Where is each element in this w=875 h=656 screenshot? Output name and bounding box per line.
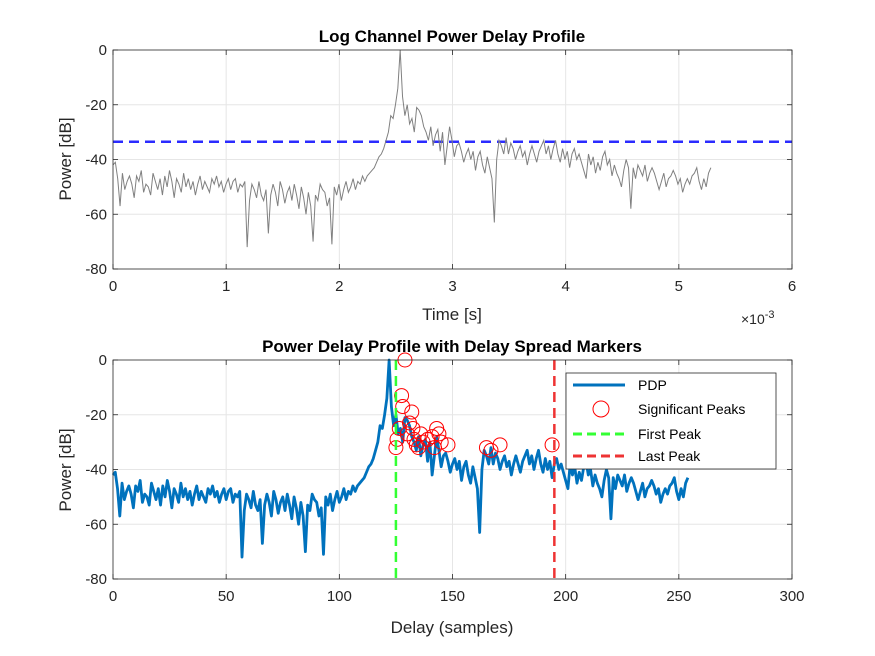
x-tick-label: 3 [448,278,456,295]
legend-peaks-swatch [592,400,610,418]
x-tick-label: 6 [788,278,796,295]
y-tick-label: -20 [85,407,107,424]
bottom-xlabel: Delay (samples) [391,618,514,637]
bottom-peak-markers [388,352,560,458]
legend-pdp-label: PDP [638,377,667,393]
x-tick-label: 100 [327,588,352,605]
bottom-series [111,358,690,559]
peak-marker [431,426,447,442]
top-x-exponent: ×10-3 [741,309,775,327]
peak-marker [492,437,508,453]
x-tick-label: 5 [675,278,683,295]
y-tick-label: -60 [85,206,107,223]
x-tick-label: 50 [218,588,235,605]
peak-marker [483,442,499,458]
series-line [112,49,712,248]
x-exponent-power: -3 [765,309,775,321]
peak-marker [440,437,456,453]
x-tick-label: 4 [561,278,569,295]
y-tick-label: 0 [99,42,107,59]
bottom-title: Power Delay Profile with Delay Spread Ma… [262,337,642,356]
x-tick-label: 1 [222,278,230,295]
top-xlabel: Time [s] [422,305,482,324]
peak-marker [394,388,410,404]
peak-marker [395,399,411,415]
legend-peaks-label: Significant Peaks [638,401,745,417]
peak-marker [433,434,449,450]
legend: PDP Significant Peaks First Peak Last Pe… [565,372,777,470]
legend-last-peak-label: Last Peak [638,448,701,464]
top-series [112,49,712,248]
y-tick-label: 0 [99,352,107,369]
top-axes: 0 1 2 3 4 5 6 0 -20 -40 -60 -80 Log Channel Power D… [56,27,796,327]
x-tick-label: 300 [779,588,804,605]
x-tick-label: 150 [440,588,465,605]
peak-marker [424,429,440,445]
x-exponent-base: ×10 [741,311,765,327]
top-ticks: 0 1 2 3 4 5 6 0 -20 -40 -60 -80 [85,42,796,295]
x-tick-label: 2 [335,278,343,295]
x-tick-label: 200 [553,588,578,605]
x-tick-label: 250 [666,588,691,605]
bottom-ylabel: Power [dB] [56,428,75,511]
y-tick-label: -80 [85,571,107,588]
y-tick-label: -80 [85,261,107,278]
peak-marker [544,437,560,453]
peak-marker [405,420,421,436]
y-tick-label: -20 [85,97,107,114]
top-grid [113,50,792,269]
bottom-axes: 0 50 100 150 200 250 300 0 -20 -40 -60 -80 Power De… [56,337,805,637]
bottom-delay-spread-lines [394,360,556,579]
y-tick-label: -40 [85,462,107,479]
top-title: Log Channel Power Delay Profile [319,27,585,46]
peak-marker [404,404,420,420]
x-tick-label: 0 [109,278,117,295]
legend-box [565,372,777,470]
y-tick-label: -40 [85,152,107,169]
pdp-line [111,358,690,559]
y-tick-label: -60 [85,516,107,533]
x-tick-label: 0 [109,588,117,605]
legend-first-peak-label: First Peak [638,426,702,442]
top-ylabel: Power [dB] [56,117,75,200]
bottom-ticks: 0 50 100 150 200 250 300 0 -20 -40 -60 -80 [85,352,804,605]
